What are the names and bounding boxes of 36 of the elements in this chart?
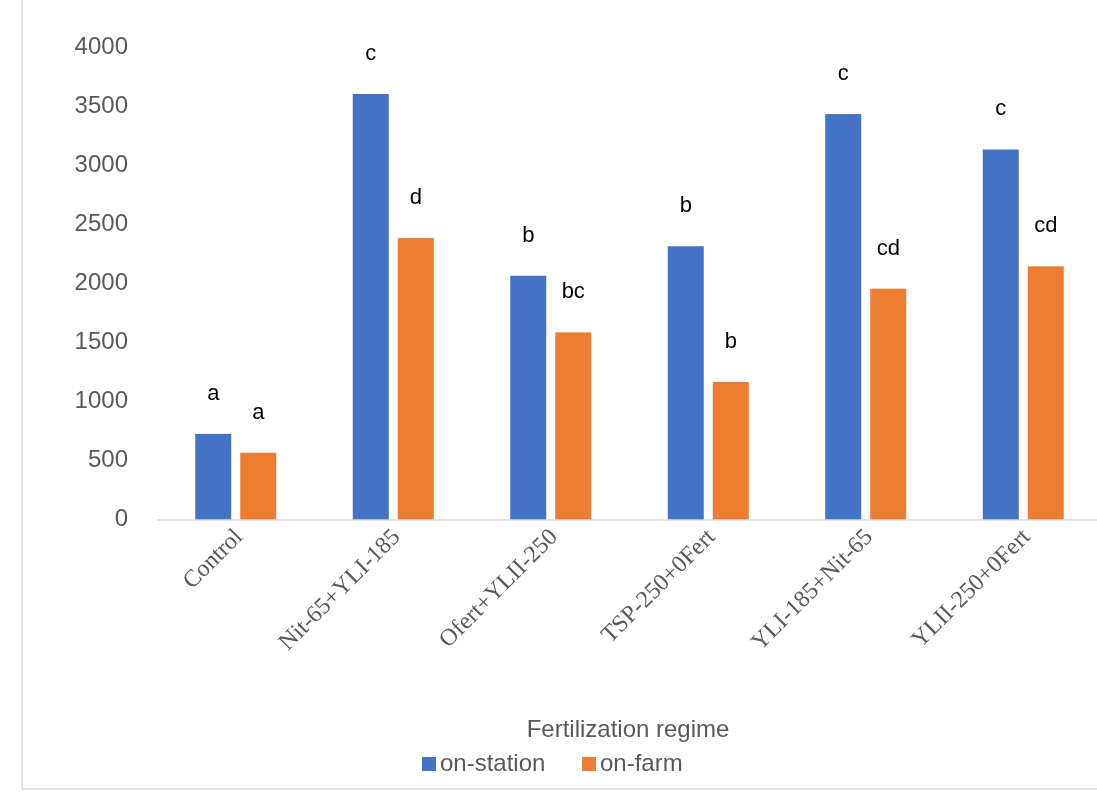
annotation: b [522, 221, 535, 247]
bar [240, 452, 277, 520]
bar [397, 237, 434, 520]
y-tick-label: 2000 [74, 268, 128, 296]
bar [825, 114, 862, 520]
annotation: b [679, 192, 692, 218]
bar [195, 433, 232, 520]
y-tick-label: 3500 [74, 91, 128, 119]
annotation: bc [561, 278, 585, 304]
bar [870, 288, 907, 520]
y-tick-label: 3000 [74, 150, 128, 178]
annotation: a [252, 398, 266, 424]
y-tick-label: 4000 [74, 32, 128, 60]
y-tick-label: 500 [87, 445, 128, 473]
bar [1027, 266, 1064, 520]
bar [667, 246, 704, 520]
annotation: cd [1034, 212, 1058, 238]
annotation: a [207, 379, 221, 405]
annotation: d [409, 183, 422, 209]
y-tick-label: 1000 [74, 386, 128, 414]
annotation: c [837, 59, 849, 85]
bar [555, 332, 592, 520]
annotation: c [365, 39, 377, 65]
bar [982, 149, 1019, 520]
x-axis-title: Fertilization regime [526, 715, 730, 742]
y-tick-label: 2500 [74, 209, 128, 237]
annotation: cd [876, 234, 900, 260]
y-tick-label: 0 [114, 504, 128, 532]
legend-label: on-farm [600, 749, 683, 777]
annotation: c [995, 95, 1007, 121]
bar [510, 275, 547, 520]
legend-label: on-station [440, 749, 546, 777]
bar [712, 381, 749, 520]
annotation: b [724, 327, 737, 353]
bar [352, 94, 389, 520]
y-tick-label: 1500 [74, 327, 128, 355]
